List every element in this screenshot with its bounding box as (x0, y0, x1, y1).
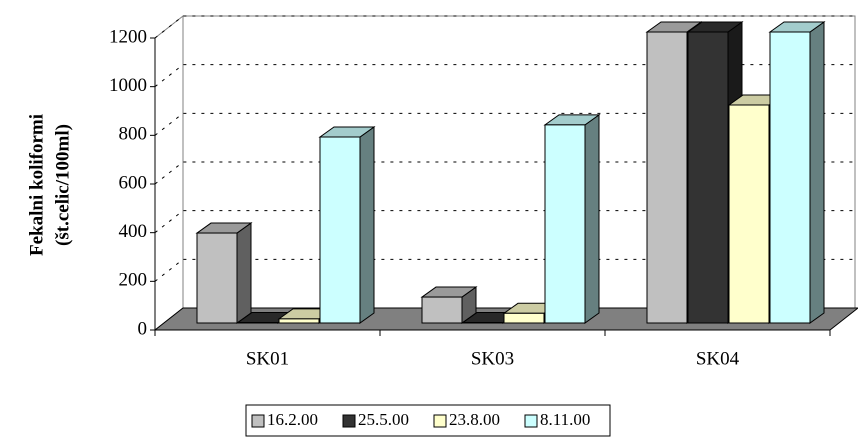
bar (728, 104, 770, 324)
y-tick-label: 200 (119, 270, 148, 291)
legend-swatch (342, 414, 356, 428)
legend-swatch (524, 414, 538, 428)
legend-swatch (433, 414, 447, 428)
grid-line (154, 15, 855, 39)
y-tick-label: 800 (119, 124, 148, 145)
bar (544, 124, 586, 324)
legend-box (245, 404, 611, 437)
legend: 16.2.00 25.5.00 23.8.00 8.11.00 (245, 404, 611, 437)
bar (503, 312, 545, 324)
bar-side (584, 113, 600, 324)
grid-line (154, 258, 855, 282)
grid-line (154, 210, 855, 234)
y-axis-title: Fekalni koliformi (št.celic/100ml) (26, 114, 73, 256)
legend-swatch (251, 414, 265, 428)
bar (278, 318, 320, 324)
side-wall (154, 14, 184, 332)
bar (687, 31, 729, 324)
legend-label: 16.2.00 (267, 410, 318, 429)
bar-side (359, 126, 375, 324)
grid-line (154, 161, 855, 185)
bar-side (809, 21, 825, 324)
y-tick-label: 0 (138, 318, 148, 339)
legend-label: 25.5.00 (358, 410, 409, 429)
bar (319, 136, 361, 324)
y-tick-label: 400 (119, 221, 148, 242)
legend-label: 8.11.00 (540, 410, 590, 429)
grid-line (154, 64, 855, 88)
y-tick-label: 1200 (109, 26, 147, 47)
grid-line (154, 112, 855, 136)
x-tick-label: SK01 (246, 348, 289, 369)
y-tick-label: 600 (119, 172, 148, 193)
bar (421, 296, 463, 324)
x-tick-label: SK03 (471, 348, 514, 369)
bar (196, 232, 238, 324)
y-tick-label: 1000 (109, 75, 147, 96)
x-tick-label: SK04 (696, 348, 740, 369)
legend-label: 23.8.00 (449, 410, 500, 429)
bar (646, 31, 688, 324)
y-axis-title-line: Fekalni koliformi (26, 114, 47, 256)
bar-side (236, 222, 252, 324)
bar (769, 31, 811, 324)
y-axis-title-line: (št.celic/100ml) (52, 124, 73, 246)
